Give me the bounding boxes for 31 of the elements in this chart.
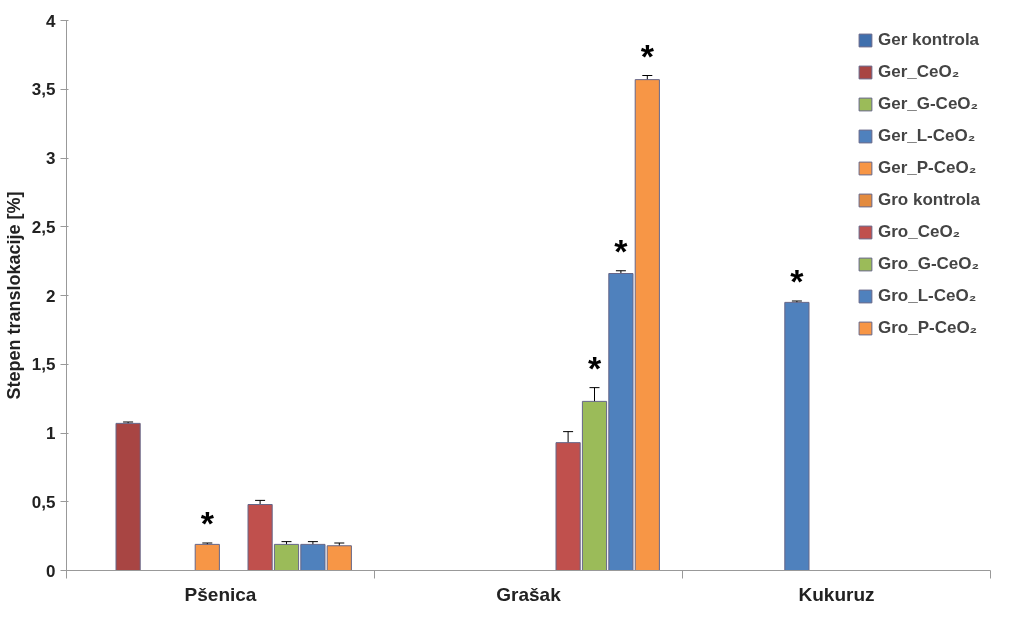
y-tick-label: 3 <box>46 149 56 168</box>
data-label: * <box>614 231 629 270</box>
y-tick-label: 1,5 <box>31 355 56 375</box>
x-tick-label: Pšenica <box>184 583 257 605</box>
legend-label: Ger_L-CeO₂ <box>877 126 976 146</box>
legend-label: Ger_P-CeO₂ <box>877 158 977 178</box>
legend-label: Gro_P-CeO₂ <box>877 318 978 338</box>
x-tick-label: Kukuruz <box>798 583 875 605</box>
y-tick-label: 1 <box>46 424 56 443</box>
data-label: * <box>587 348 602 387</box>
y-tick-label: 4 <box>46 11 57 31</box>
data-label: * <box>790 262 805 300</box>
legend-label: Gro_G-CeO₂ <box>877 254 980 274</box>
x-tick-label: Grašak <box>496 583 562 605</box>
legend-label: Gro_L-CeO₂ <box>877 286 977 306</box>
y-tick-label: 3,5 <box>31 80 56 100</box>
bar <box>115 422 141 571</box>
bar <box>194 543 220 571</box>
bar <box>784 301 810 571</box>
data-label: * <box>640 36 655 75</box>
y-tick-label: 2 <box>46 286 56 306</box>
legend-label: Ger_G-CeO₂ <box>877 94 979 114</box>
y-axis-title: Stepen translokacije [%] <box>3 191 24 400</box>
legend-label: Ger_CeO₂ <box>877 62 960 82</box>
legend-label: Gro_CeO₂ <box>877 222 961 242</box>
data-label: * <box>200 504 215 542</box>
y-tick-label: 0,5 <box>31 492 56 512</box>
y-tick-label: 0 <box>46 561 56 581</box>
legend-label: Ger kontrola <box>877 30 980 50</box>
y-tick-label: 2,5 <box>31 217 56 237</box>
legend-label: Gro kontrola <box>877 190 980 210</box>
